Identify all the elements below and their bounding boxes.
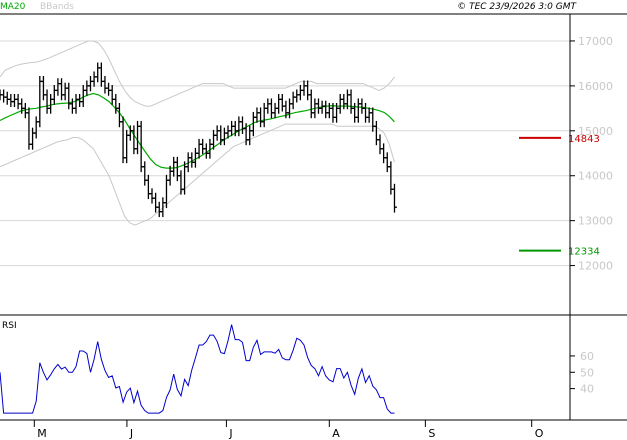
bb-lower-line xyxy=(0,123,395,226)
rsi-line xyxy=(0,324,395,414)
legend-ma20: MA20 xyxy=(0,2,26,12)
bollinger-bands xyxy=(0,40,395,226)
level-label: 12334 xyxy=(568,247,600,258)
price-tick-label: 12000 xyxy=(578,260,613,273)
price-axis: 17000 16000 15000 14000 13000 12000 xyxy=(570,35,613,273)
copyright-label: © TEC 23/9/2026 3:0 GMT xyxy=(457,2,577,12)
price-tick-label: 14000 xyxy=(578,170,613,183)
month-label: M xyxy=(37,427,47,440)
rsi-tick-label: 50 xyxy=(580,366,594,379)
price-tick-label: 15000 xyxy=(578,125,613,138)
price-tick-label: 17000 xyxy=(578,35,613,48)
rsi-axis: 60 50 40 xyxy=(570,350,594,396)
month-label: S xyxy=(428,427,435,440)
month-label: J xyxy=(129,427,133,440)
rsi-label: RSI xyxy=(2,321,17,331)
rsi-path xyxy=(0,324,395,414)
month-label: O xyxy=(535,427,544,440)
level-label: 14843 xyxy=(568,134,600,145)
month-label: J xyxy=(228,427,232,440)
legend-bbands: BBands xyxy=(40,2,74,12)
price-tick-label: 16000 xyxy=(578,80,613,93)
month-label: A xyxy=(332,427,340,440)
price-tick-label: 13000 xyxy=(578,215,613,228)
price-bars xyxy=(0,62,397,218)
rsi-tick-label: 60 xyxy=(580,350,594,363)
price-gridlines xyxy=(0,40,570,267)
rsi-tick-label: 40 xyxy=(580,383,594,396)
bb-upper-line xyxy=(0,40,395,107)
level-lines: 14843 12334 xyxy=(519,134,600,258)
